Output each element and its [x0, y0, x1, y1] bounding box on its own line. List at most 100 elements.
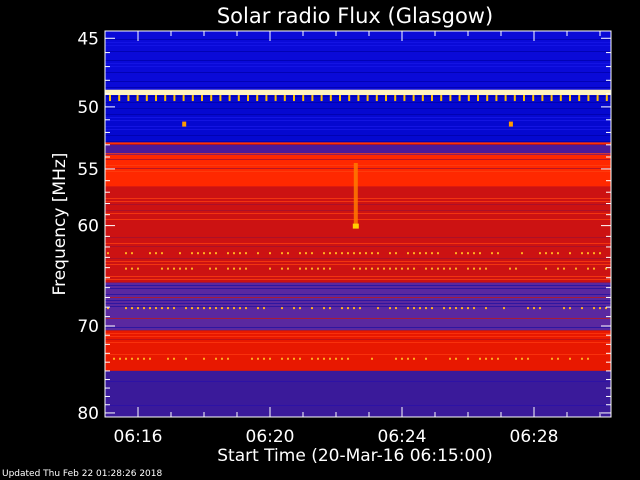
dotted-emission	[509, 267, 511, 270]
dotted-emission	[497, 252, 499, 255]
dotted-emission	[401, 267, 403, 270]
dotted-emission	[125, 307, 127, 310]
dotted-emission	[251, 357, 253, 360]
interference-mark	[210, 95, 213, 102]
texture-line	[105, 258, 611, 259]
dotted-emission	[203, 252, 205, 255]
dotted-emission	[149, 252, 151, 255]
dotted-emission	[347, 307, 349, 310]
dotted-emission	[563, 267, 565, 270]
dotted-emission	[335, 252, 337, 255]
interference-mark	[486, 95, 489, 102]
interference-mark	[329, 95, 332, 102]
dotted-emission	[395, 267, 397, 270]
dotted-emission	[587, 357, 589, 360]
texture-line	[105, 66, 611, 67]
texture-line	[105, 129, 611, 130]
dotted-emission	[245, 307, 247, 310]
dotted-emission	[191, 267, 193, 270]
interference-mark	[265, 95, 268, 102]
dotted-emission	[221, 307, 223, 310]
dotted-emission	[479, 252, 481, 255]
dotted-emission	[329, 267, 331, 270]
texture-line	[105, 168, 611, 169]
dotted-emission	[407, 267, 409, 270]
interference-mark	[219, 95, 222, 102]
dotted-emission	[467, 252, 469, 255]
dotted-emission	[359, 267, 361, 270]
dotted-emission	[299, 252, 301, 255]
y-tick-label: 60	[77, 217, 99, 237]
dotted-emission	[593, 307, 595, 310]
dotted-emission	[215, 357, 217, 360]
texture-line	[105, 279, 611, 280]
dotted-emission	[149, 307, 151, 310]
interference-mark	[155, 95, 157, 102]
texture-line	[105, 165, 611, 166]
interference-mark	[403, 95, 406, 102]
interference-mark	[274, 95, 277, 102]
dotted-emission	[557, 252, 559, 255]
texture-line	[105, 60, 611, 61]
dotted-emission	[173, 267, 175, 270]
dotted-emission	[389, 307, 391, 310]
dotted-emission	[365, 267, 367, 270]
dotted-emission	[551, 357, 553, 360]
dotted-emission	[299, 307, 301, 310]
dotted-emission	[287, 267, 289, 270]
dotted-emission	[191, 307, 193, 310]
dotted-emission	[395, 357, 397, 360]
texture-line	[105, 42, 611, 43]
interference-mark	[348, 95, 351, 102]
interference-mark	[596, 95, 599, 102]
dotted-emission	[389, 252, 391, 255]
interference-mark	[467, 95, 470, 102]
interference-mark	[421, 95, 424, 102]
dotted-emission	[581, 252, 583, 255]
interference-mark	[283, 95, 286, 102]
interference-mark	[495, 95, 498, 102]
dotted-emission	[347, 357, 349, 360]
dotted-emission	[323, 252, 325, 255]
interference-mark	[293, 95, 295, 102]
texture-line	[105, 63, 611, 64]
dotted-emission	[377, 267, 379, 270]
dotted-emission	[131, 357, 133, 360]
texture-line	[105, 246, 611, 247]
texture-line	[105, 300, 611, 301]
texture-line	[105, 39, 611, 40]
dotted-emission	[185, 307, 187, 310]
dotted-emission	[395, 307, 397, 310]
dotted-emission	[161, 267, 163, 270]
interference-mark	[357, 95, 360, 102]
dotted-emission	[551, 252, 553, 255]
texture-line	[105, 243, 611, 244]
dotted-emission	[425, 267, 427, 270]
radio-burst	[353, 163, 358, 226]
texture-line	[105, 171, 611, 172]
dotted-emission	[311, 252, 313, 255]
plot-area	[104, 30, 612, 418]
dotted-emission	[407, 252, 409, 255]
interference-mark	[605, 95, 608, 102]
dotted-emission	[281, 267, 283, 270]
x-tick-label: 06:20	[246, 427, 295, 447]
radio-burst-peak	[352, 223, 359, 229]
dotted-emission	[413, 267, 415, 270]
dotted-emission	[125, 252, 127, 255]
texture-line	[105, 405, 611, 406]
dotted-emission	[269, 267, 271, 270]
interference-mark	[339, 95, 341, 102]
updated-footer: Updated Thu Feb 22 01:28:26 2018	[2, 469, 163, 479]
interference-mark	[237, 95, 240, 102]
dotted-emission	[455, 252, 457, 255]
dotted-emission	[173, 357, 175, 360]
dotted-emission	[437, 252, 439, 255]
texture-line	[105, 342, 611, 343]
dotted-emission	[431, 267, 433, 270]
texture-line	[105, 141, 611, 142]
dotted-emission	[545, 252, 547, 255]
dotted-emission	[557, 267, 559, 270]
dotted-emission	[455, 307, 457, 310]
dotted-emission	[467, 357, 469, 360]
